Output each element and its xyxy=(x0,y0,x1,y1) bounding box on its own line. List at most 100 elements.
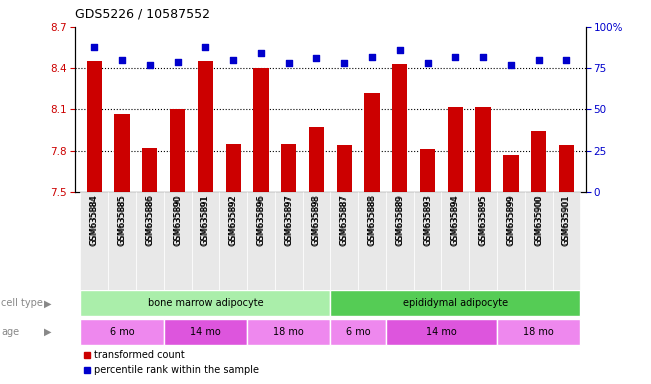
FancyBboxPatch shape xyxy=(108,192,136,290)
Point xyxy=(506,62,516,68)
FancyBboxPatch shape xyxy=(413,192,441,290)
Bar xyxy=(503,155,519,192)
Bar xyxy=(420,149,436,192)
Bar xyxy=(531,131,546,192)
FancyBboxPatch shape xyxy=(441,192,469,290)
Text: GSM635889: GSM635889 xyxy=(395,195,404,246)
Point xyxy=(117,57,128,63)
FancyBboxPatch shape xyxy=(164,192,191,290)
FancyBboxPatch shape xyxy=(386,319,497,345)
FancyBboxPatch shape xyxy=(81,290,331,316)
Text: GSM635893: GSM635893 xyxy=(423,194,432,245)
Bar xyxy=(115,114,130,192)
Bar xyxy=(87,61,102,192)
FancyBboxPatch shape xyxy=(303,192,331,290)
Text: GSM635884: GSM635884 xyxy=(90,195,99,246)
Point xyxy=(228,57,238,63)
Text: GSM635891: GSM635891 xyxy=(201,195,210,246)
Text: GSM635894: GSM635894 xyxy=(451,195,460,246)
Text: GSM635900: GSM635900 xyxy=(534,195,543,246)
FancyBboxPatch shape xyxy=(81,319,164,345)
Text: GSM635888: GSM635888 xyxy=(368,195,376,246)
Text: GSM635887: GSM635887 xyxy=(340,194,349,245)
Bar xyxy=(198,61,213,192)
Bar xyxy=(281,144,296,192)
FancyBboxPatch shape xyxy=(386,192,413,290)
Point xyxy=(339,60,350,66)
Text: epididymal adipocyte: epididymal adipocyte xyxy=(403,298,508,308)
Point xyxy=(311,55,322,61)
Text: 6 mo: 6 mo xyxy=(110,327,134,337)
Bar xyxy=(475,107,491,192)
Text: ▶: ▶ xyxy=(44,327,52,337)
Point xyxy=(422,60,433,66)
Text: GSM635894: GSM635894 xyxy=(451,194,460,245)
Point xyxy=(145,62,155,68)
FancyBboxPatch shape xyxy=(497,192,525,290)
Bar xyxy=(365,93,380,192)
FancyBboxPatch shape xyxy=(525,192,553,290)
FancyBboxPatch shape xyxy=(164,319,247,345)
Point xyxy=(256,50,266,56)
Text: GSM635896: GSM635896 xyxy=(256,194,266,245)
Text: GSM635901: GSM635901 xyxy=(562,195,571,246)
Text: GSM635888: GSM635888 xyxy=(368,194,376,245)
FancyBboxPatch shape xyxy=(497,319,580,345)
Point xyxy=(561,57,572,63)
FancyBboxPatch shape xyxy=(331,290,580,316)
Text: GSM635887: GSM635887 xyxy=(340,195,349,246)
FancyBboxPatch shape xyxy=(219,192,247,290)
Bar xyxy=(392,64,408,192)
Text: GSM635885: GSM635885 xyxy=(118,194,126,245)
Text: GSM635897: GSM635897 xyxy=(284,195,293,246)
FancyBboxPatch shape xyxy=(191,192,219,290)
Point xyxy=(89,44,100,50)
FancyBboxPatch shape xyxy=(81,192,108,290)
Text: GSM635890: GSM635890 xyxy=(173,194,182,245)
Text: 6 mo: 6 mo xyxy=(346,327,370,337)
Bar xyxy=(142,148,158,192)
Text: GSM635885: GSM635885 xyxy=(118,195,126,246)
Text: GSM635895: GSM635895 xyxy=(478,195,488,246)
Text: GSM635895: GSM635895 xyxy=(478,194,488,245)
Text: GSM635884: GSM635884 xyxy=(90,194,99,245)
Text: GSM635901: GSM635901 xyxy=(562,194,571,245)
Text: GSM635890: GSM635890 xyxy=(173,195,182,246)
Bar xyxy=(170,109,186,192)
Text: GSM635886: GSM635886 xyxy=(145,194,154,245)
Text: GSM635897: GSM635897 xyxy=(284,194,293,245)
Text: GSM635899: GSM635899 xyxy=(506,194,516,245)
FancyBboxPatch shape xyxy=(358,192,386,290)
Text: GSM635892: GSM635892 xyxy=(229,195,238,246)
Point xyxy=(284,60,294,66)
Text: GSM635896: GSM635896 xyxy=(256,195,266,246)
Point xyxy=(173,58,183,65)
Legend: transformed count, percentile rank within the sample: transformed count, percentile rank withi… xyxy=(79,346,263,379)
Text: GSM635898: GSM635898 xyxy=(312,195,321,246)
FancyBboxPatch shape xyxy=(469,192,497,290)
Text: cell type: cell type xyxy=(1,298,43,308)
Text: 18 mo: 18 mo xyxy=(273,327,304,337)
Bar xyxy=(225,144,241,192)
FancyBboxPatch shape xyxy=(331,319,386,345)
Text: GSM635889: GSM635889 xyxy=(395,194,404,245)
Bar xyxy=(253,68,269,192)
Text: 18 mo: 18 mo xyxy=(523,327,554,337)
Point xyxy=(533,57,544,63)
Text: 14 mo: 14 mo xyxy=(190,327,221,337)
Text: GSM635891: GSM635891 xyxy=(201,194,210,245)
Text: GSM635898: GSM635898 xyxy=(312,194,321,245)
Text: GSM635900: GSM635900 xyxy=(534,194,543,245)
Point xyxy=(478,53,488,60)
FancyBboxPatch shape xyxy=(247,192,275,290)
Text: 14 mo: 14 mo xyxy=(426,327,457,337)
Bar xyxy=(309,127,324,192)
Text: GSM635893: GSM635893 xyxy=(423,195,432,246)
FancyBboxPatch shape xyxy=(136,192,164,290)
Point xyxy=(367,53,377,60)
FancyBboxPatch shape xyxy=(275,192,303,290)
FancyBboxPatch shape xyxy=(331,192,358,290)
Text: age: age xyxy=(1,327,20,337)
Text: ▶: ▶ xyxy=(44,298,52,308)
Bar xyxy=(337,145,352,192)
